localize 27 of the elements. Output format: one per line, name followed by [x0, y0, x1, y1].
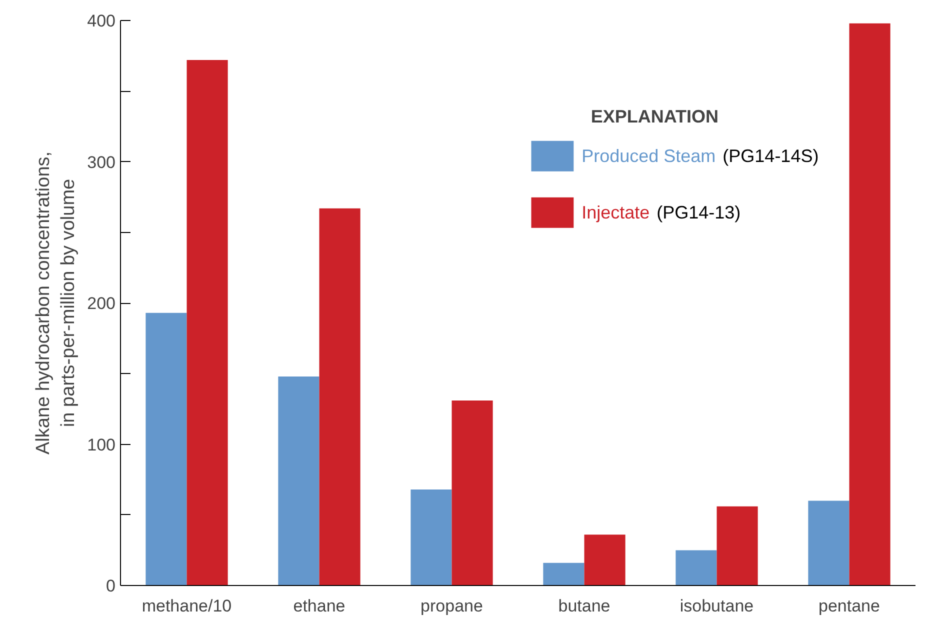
- bar: [410, 489, 452, 586]
- y-tick-label: 100: [87, 435, 116, 454]
- y-tick-label: 0: [106, 576, 116, 596]
- y-tick-label: 400: [87, 12, 116, 30]
- bar: [808, 500, 850, 586]
- bar: [584, 534, 626, 586]
- x-tick-label: isobutane: [680, 596, 754, 616]
- x-tick-label: butane: [558, 596, 610, 616]
- y-tick-label: 200: [87, 294, 116, 313]
- legend-label: Injectate (PG14-13): [582, 202, 741, 223]
- legend-title: EXPLANATION: [590, 106, 719, 127]
- x-tick-label: methane/10: [142, 596, 232, 616]
- legend-label: Produced Steam (PG14-14S): [582, 146, 819, 166]
- bar: [676, 550, 717, 586]
- bar: [716, 506, 758, 586]
- x-tick-label: propane: [420, 596, 483, 616]
- bar: [452, 400, 493, 586]
- bar: [543, 562, 584, 586]
- x-tick-label: pentane: [818, 596, 880, 616]
- x-tick-label: ethane: [293, 596, 346, 616]
- bar: [319, 208, 360, 586]
- y-axis-title: Alkane hydrocarbon concentrations, in parts-per-million by volume: [32, 151, 80, 455]
- bar: [278, 376, 320, 586]
- bar: [186, 60, 228, 586]
- bar: [146, 312, 187, 586]
- bar: [849, 23, 890, 586]
- y-tick-label: 300: [87, 152, 116, 172]
